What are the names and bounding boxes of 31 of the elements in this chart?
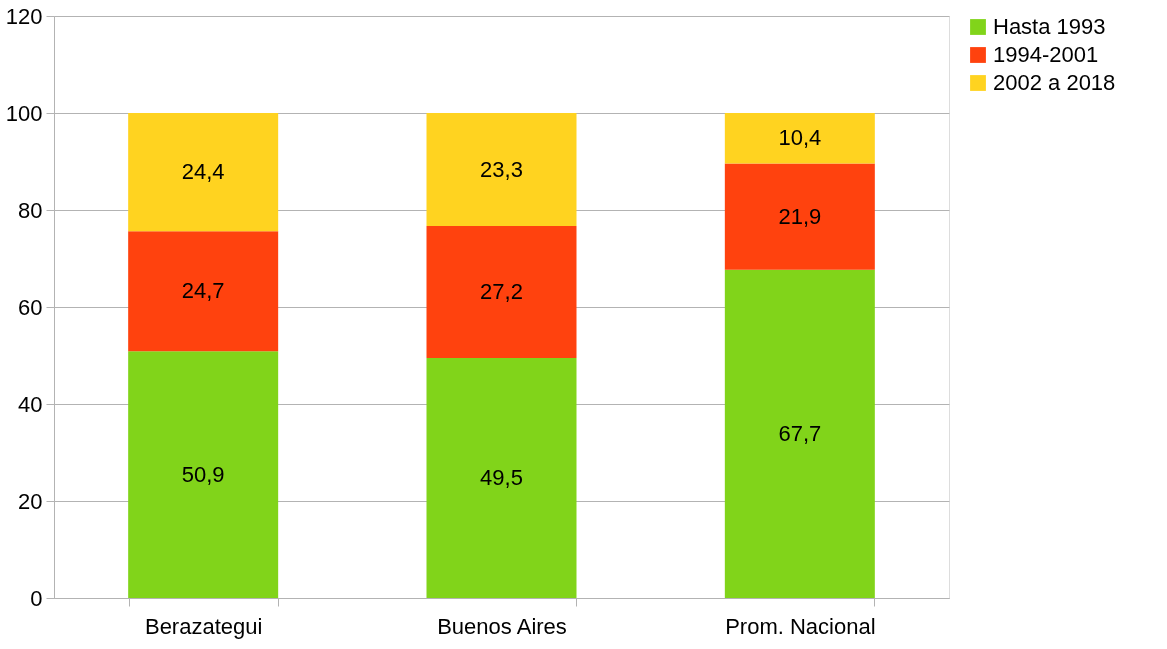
- data-label: 21,9: [778, 203, 822, 229]
- bar: [724, 269, 875, 598]
- bar: [724, 113, 875, 164]
- data-label: 67,7: [778, 420, 822, 446]
- x-tick-label: Buenos Aires: [437, 613, 567, 639]
- bar: [128, 231, 279, 352]
- y-tick-label: 60: [18, 294, 43, 320]
- bar: [724, 163, 875, 270]
- data-label: 24,7: [181, 278, 225, 304]
- data-label: 50,9: [181, 461, 225, 487]
- bar: [128, 351, 279, 598]
- bar: [426, 226, 577, 358]
- bar: [426, 357, 577, 598]
- y-tick-label: 100: [5, 100, 43, 126]
- data-label: 23,3: [480, 156, 523, 182]
- data-label: 24,4: [181, 159, 225, 185]
- legend-label: Hasta 1993: [993, 14, 1106, 39]
- y-tick-label: 20: [18, 488, 43, 514]
- bar: [128, 113, 279, 232]
- x-tick-label: Berazategui: [144, 613, 263, 639]
- legend-label: 1994-2001: [993, 42, 1099, 67]
- y-tick-label: 40: [18, 391, 43, 417]
- y-tick-label: 0: [30, 585, 43, 611]
- x-tick-label: Prom. Nacional: [725, 613, 876, 639]
- bar: [426, 113, 577, 227]
- data-label: 10,4: [778, 125, 822, 151]
- data-label: 27,2: [480, 278, 523, 304]
- y-tick-label: 80: [18, 197, 43, 223]
- data-label: 49,5: [480, 464, 523, 490]
- y-tick-label: 120: [5, 3, 43, 29]
- legend-label: 2002 a 2018: [993, 70, 1116, 95]
